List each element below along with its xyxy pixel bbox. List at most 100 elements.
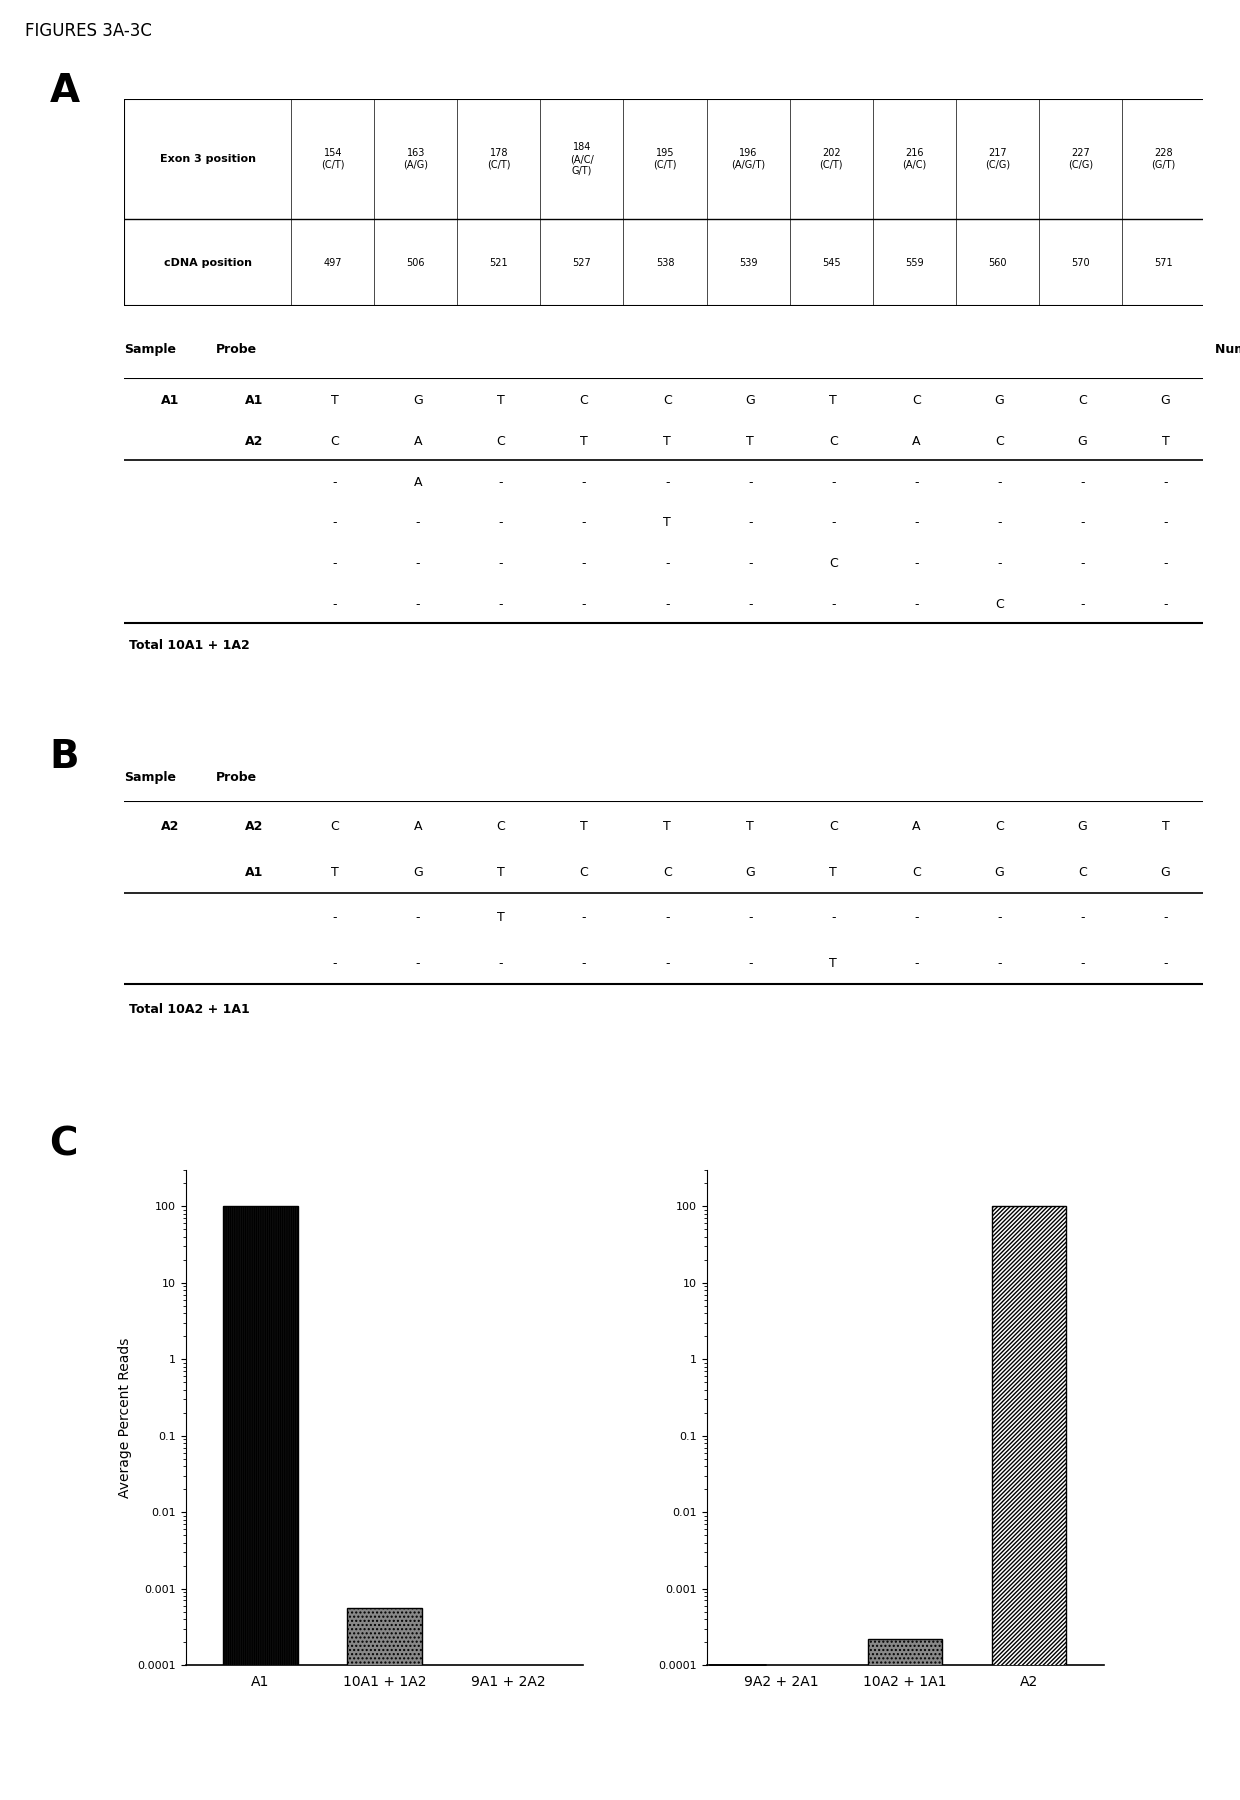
Text: T: T: [580, 819, 588, 833]
Text: -: -: [1080, 911, 1085, 925]
Text: T: T: [1162, 436, 1169, 448]
Text: 227
(C/G): 227 (C/G): [1068, 148, 1092, 169]
Text: A2: A2: [161, 819, 179, 833]
Text: -: -: [332, 958, 337, 970]
Text: A: A: [913, 819, 920, 833]
Text: Probe: Probe: [216, 770, 257, 783]
Text: -: -: [748, 517, 753, 529]
Text: 527: 527: [573, 257, 591, 268]
Text: T: T: [331, 866, 339, 878]
Text: -: -: [498, 558, 503, 571]
Text: -: -: [498, 475, 503, 488]
Text: G: G: [1161, 866, 1171, 878]
Text: 570: 570: [1071, 257, 1090, 268]
Text: T: T: [497, 394, 505, 407]
Text: -: -: [997, 517, 1002, 529]
Text: -: -: [415, 558, 420, 571]
Text: A: A: [414, 819, 423, 833]
Text: G: G: [994, 394, 1004, 407]
Text: C: C: [1078, 394, 1087, 407]
Text: -: -: [997, 558, 1002, 571]
Text: -: -: [582, 558, 587, 571]
Text: -: -: [582, 475, 587, 488]
Text: -: -: [665, 911, 670, 925]
Text: C: C: [994, 598, 1004, 610]
Text: 196
(A/G/T): 196 (A/G/T): [732, 148, 765, 169]
Text: -: -: [1163, 475, 1168, 488]
Text: -: -: [914, 517, 919, 529]
Text: C: C: [331, 436, 340, 448]
Text: G: G: [745, 394, 755, 407]
Text: 506: 506: [407, 257, 425, 268]
Text: C: C: [828, 436, 838, 448]
Text: -: -: [498, 958, 503, 970]
Text: 163
(A/G): 163 (A/G): [403, 148, 428, 169]
Bar: [992, 1206, 1066, 1800]
Text: -: -: [748, 911, 753, 925]
Text: -: -: [332, 517, 337, 529]
Text: -: -: [415, 958, 420, 970]
Text: B: B: [50, 738, 79, 776]
Text: T: T: [746, 436, 754, 448]
Text: C: C: [497, 436, 506, 448]
Bar: [223, 1206, 298, 1800]
Text: -: -: [665, 598, 670, 610]
Text: T: T: [663, 436, 671, 448]
Text: -: -: [1163, 558, 1168, 571]
Text: G: G: [1078, 436, 1087, 448]
Text: G: G: [413, 394, 423, 407]
Text: -: -: [1080, 475, 1085, 488]
Text: T: T: [830, 394, 837, 407]
Text: C: C: [911, 394, 921, 407]
Text: -: -: [748, 475, 753, 488]
Text: T: T: [830, 958, 837, 970]
Text: C: C: [828, 558, 838, 571]
Text: -: -: [1080, 958, 1085, 970]
Text: -: -: [914, 598, 919, 610]
Text: 195
(C/T): 195 (C/T): [653, 148, 677, 169]
Text: A: A: [50, 72, 79, 110]
Text: -: -: [831, 475, 836, 488]
Text: Number of Reads: Number of Reads: [1215, 342, 1240, 356]
Text: 521: 521: [490, 257, 508, 268]
Text: T: T: [331, 394, 339, 407]
Text: T: T: [830, 866, 837, 878]
Text: Sample: Sample: [124, 342, 176, 356]
Text: -: -: [1163, 598, 1168, 610]
Text: -: -: [332, 598, 337, 610]
Text: 559: 559: [905, 257, 924, 268]
Text: A: A: [414, 475, 423, 488]
Text: 497: 497: [324, 257, 342, 268]
Text: 216
(A/C): 216 (A/C): [901, 148, 926, 169]
Text: 560: 560: [988, 257, 1007, 268]
Text: 154
(C/T): 154 (C/T): [321, 148, 345, 169]
Bar: [868, 1638, 942, 1800]
Text: -: -: [415, 517, 420, 529]
Text: C: C: [1078, 866, 1087, 878]
Text: G: G: [1078, 819, 1087, 833]
Text: C: C: [497, 819, 506, 833]
Text: T: T: [1162, 819, 1169, 833]
Text: -: -: [914, 911, 919, 925]
Text: C: C: [828, 819, 838, 833]
Text: -: -: [1080, 598, 1085, 610]
Text: 202
(C/T): 202 (C/T): [820, 148, 843, 169]
Text: C: C: [663, 866, 672, 878]
Text: -: -: [498, 517, 503, 529]
Text: -: -: [831, 911, 836, 925]
Text: 571: 571: [1154, 257, 1173, 268]
Text: C: C: [580, 866, 589, 878]
Text: -: -: [582, 958, 587, 970]
Text: 178
(C/T): 178 (C/T): [487, 148, 511, 169]
Text: -: -: [665, 475, 670, 488]
Text: -: -: [914, 475, 919, 488]
Text: C: C: [663, 394, 672, 407]
Text: T: T: [663, 819, 671, 833]
Text: 217
(C/G): 217 (C/G): [985, 148, 1009, 169]
Text: -: -: [332, 475, 337, 488]
Text: FIGURES 3A-3C: FIGURES 3A-3C: [25, 22, 151, 40]
Text: T: T: [497, 866, 505, 878]
Text: -: -: [914, 558, 919, 571]
Text: C: C: [911, 866, 921, 878]
Text: -: -: [831, 598, 836, 610]
